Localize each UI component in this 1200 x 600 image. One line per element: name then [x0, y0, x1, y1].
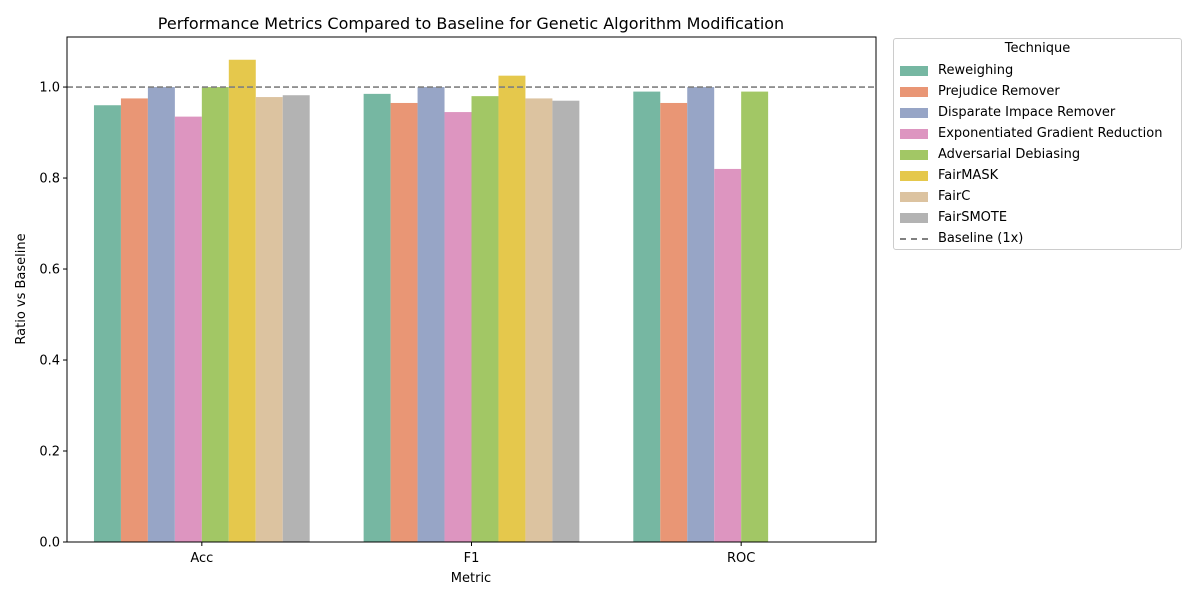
y-tick-label: 0.4 [39, 354, 60, 369]
legend-item: Adversarial Debiasing [900, 144, 1080, 165]
legend-swatch [900, 86, 928, 97]
y-tick-label: 0.2 [39, 445, 60, 460]
bar-fairsmote-f1 [552, 100, 580, 542]
x-axis: Acc F1 ROC [190, 542, 755, 566]
bar-disparate-impace-remover-acc [147, 87, 175, 542]
x-tick-label: F1 [464, 551, 480, 566]
bar-exponentiated-gradient-reduction-acc [174, 116, 202, 542]
legend-swatch [900, 107, 928, 118]
bar-disparate-impace-remover-roc [687, 87, 715, 542]
legend-label: Reweighing [938, 63, 1014, 78]
legend-item: FairC [900, 186, 970, 207]
bar-prejudice-remover-roc [660, 102, 688, 542]
y-axis: 0.0 0.2 0.4 0.6 0.8 1.0 [39, 81, 67, 551]
legend-item: FairMASK [900, 165, 998, 186]
legend-item: FairSMOTE [900, 207, 1007, 228]
legend-swatch [900, 191, 928, 202]
y-tick-label: 1.0 [39, 81, 60, 96]
legend-label: FairMASK [938, 168, 999, 183]
x-tick-label: Acc [190, 551, 213, 566]
y-tick-label: 0.0 [39, 536, 60, 551]
y-tick-label: 0.6 [39, 263, 60, 278]
legend-dashed-line [900, 237, 928, 240]
legend-item: Exponentiated Gradient Reduction [900, 123, 1162, 144]
x-tick-label: ROC [727, 551, 755, 566]
x-axis-label: Metric [451, 571, 491, 586]
chart-title: Performance Metrics Compared to Baseline… [158, 14, 784, 33]
legend-swatch [900, 170, 928, 181]
bar-reweighing-f1 [363, 93, 391, 542]
legend-label: FairSMOTE [938, 210, 1008, 225]
legend-label: Baseline (1x) [938, 231, 1024, 246]
legend-item: Reweighing [900, 60, 1013, 81]
bar-exponentiated-gradient-reduction-f1 [444, 112, 472, 542]
bar-disparate-impace-remover-f1 [417, 87, 445, 542]
bar-reweighing-acc [93, 105, 121, 543]
legend: Technique Reweighing Prejudice Remover Dis… [893, 38, 1182, 250]
y-tick-label: 0.8 [39, 172, 60, 187]
legend-label: Exponentiated Gradient Reduction [938, 126, 1163, 141]
bar-adversarial-debiasing-f1 [471, 96, 499, 543]
bar-prejudice-remover-f1 [390, 102, 418, 542]
bar-fairmask-acc [228, 59, 256, 543]
bar-fairmask-f1 [498, 75, 526, 542]
y-axis-label: Ratio vs Baseline [14, 233, 29, 344]
legend-label: FairC [938, 189, 971, 204]
bar-fairc-f1 [525, 98, 553, 543]
legend-swatch [900, 212, 928, 223]
bar-adversarial-debiasing-acc [201, 87, 229, 542]
legend-swatch [900, 128, 928, 139]
legend-label: Prejudice Remover [938, 84, 1060, 99]
legend-swatch [900, 65, 928, 76]
bars-layer [93, 59, 769, 543]
bar-prejudice-remover-acc [120, 98, 148, 543]
legend-item: Disparate Impace Remover [900, 102, 1115, 123]
legend-item: Prejudice Remover [900, 81, 1060, 102]
legend-swatch [900, 149, 928, 160]
bar-adversarial-debiasing-roc [741, 91, 769, 542]
legend-label: Adversarial Debiasing [938, 147, 1081, 162]
bar-fairsmote-acc [282, 95, 310, 542]
bar-reweighing-roc [633, 91, 661, 542]
legend-title: Technique [1004, 41, 1071, 56]
legend-item: Baseline (1x) [900, 228, 1023, 249]
bar-exponentiated-gradient-reduction-roc [714, 168, 742, 542]
bar-fairc-acc [255, 97, 283, 543]
legend-label: Disparate Impace Remover [938, 105, 1116, 120]
